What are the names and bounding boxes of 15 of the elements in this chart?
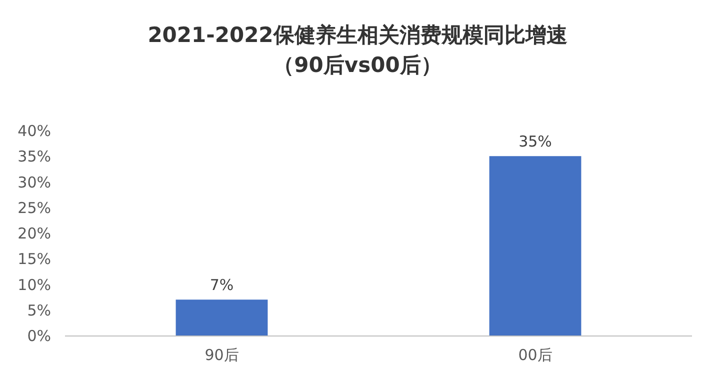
y-tick-label: 35% <box>18 148 51 166</box>
y-tick-label: 20% <box>18 224 51 242</box>
chart-title: 2021-2022保健养生相关消费规模同比增速 <box>148 23 568 47</box>
y-tick-label: 15% <box>18 250 51 268</box>
y-tick-label: 40% <box>18 122 51 140</box>
y-tick-label: 30% <box>18 173 51 192</box>
y-tick-label: 5% <box>27 301 51 320</box>
data-label: 35% <box>518 132 552 151</box>
data-label: 7% <box>210 276 234 294</box>
x-tick-label: 00后 <box>518 346 552 364</box>
x-tick-label: 90后 <box>204 346 239 364</box>
y-tick-label: 0% <box>27 327 51 345</box>
y-tick-label: 10% <box>18 276 51 294</box>
chart-subtitle: （90后vs00后） <box>273 53 442 77</box>
y-tick-label: 25% <box>18 198 51 217</box>
